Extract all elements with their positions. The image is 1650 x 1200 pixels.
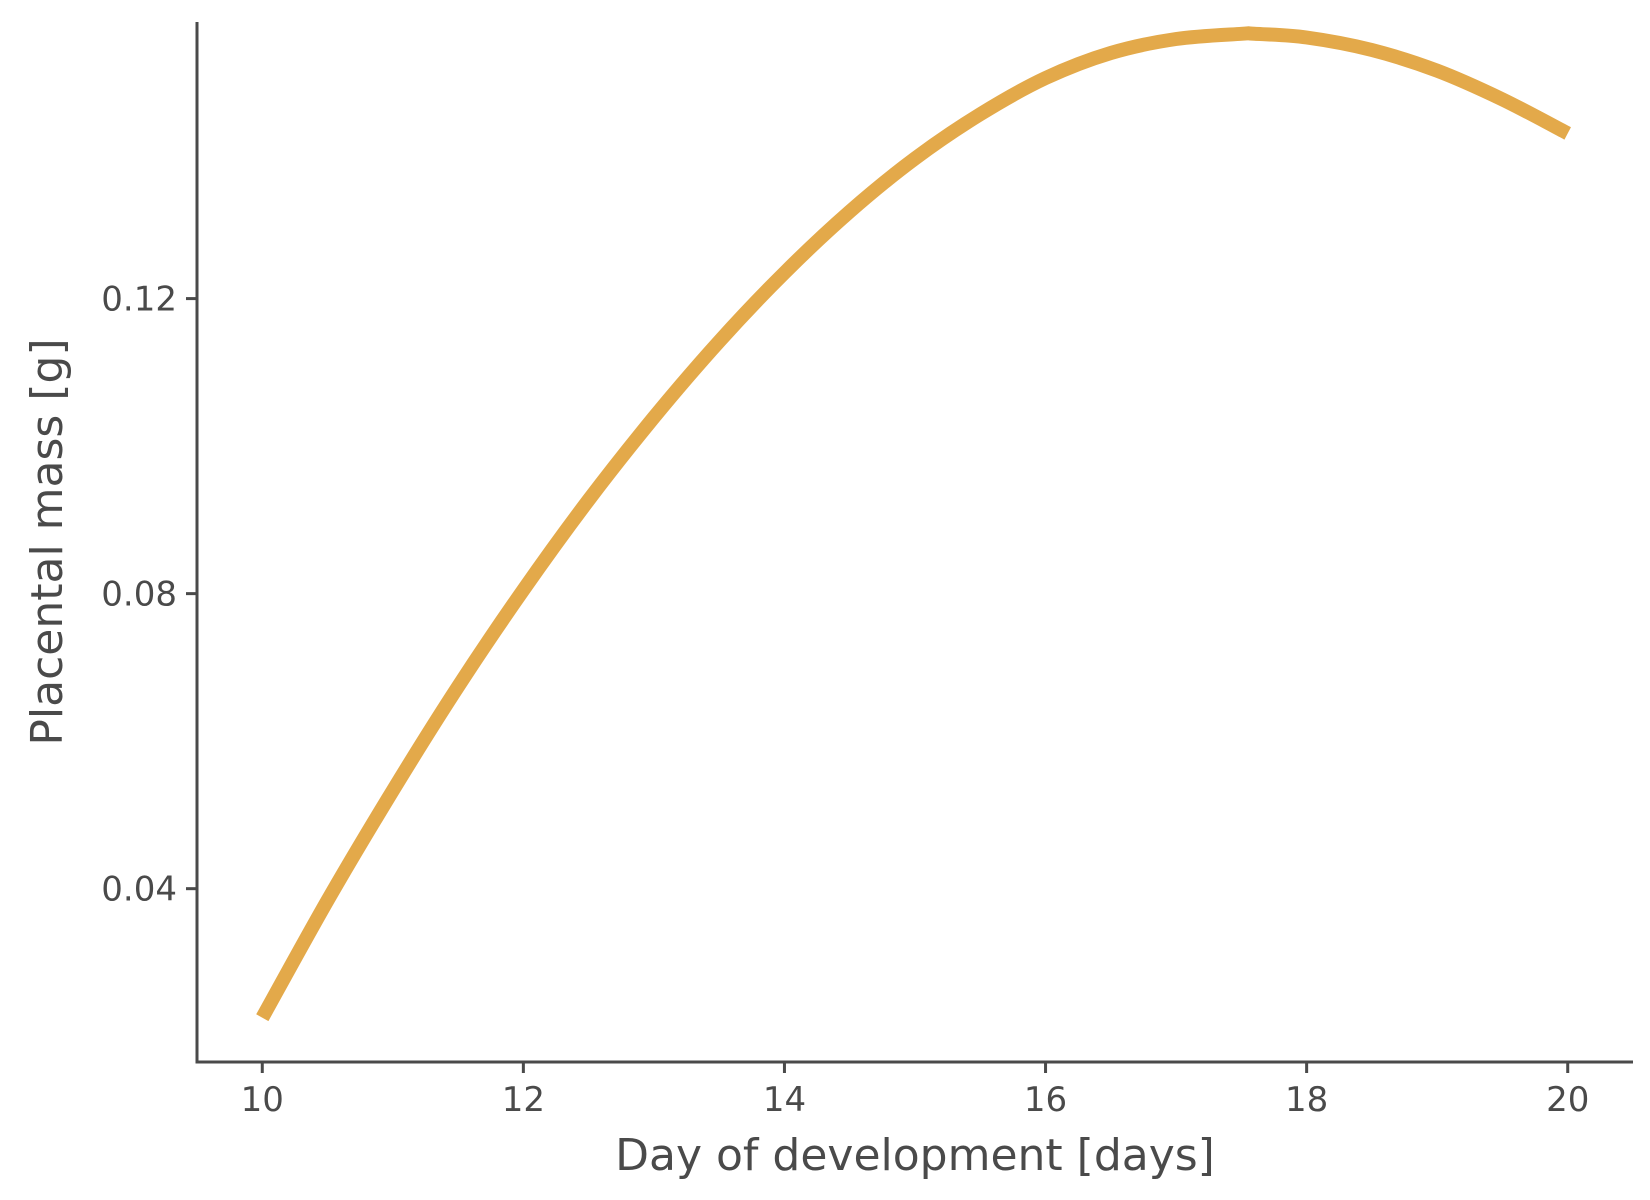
y-tick-label: 0.04: [101, 870, 177, 910]
x-tick-label: 14: [763, 1080, 806, 1120]
axes: [195, 22, 1633, 1064]
x-tick-label: 12: [502, 1080, 545, 1120]
x-tick-label: 10: [241, 1080, 284, 1120]
plot-area: [256, 26, 1571, 1022]
ticks: 10 12 14 16 18 20 0.04 0.08 0.12: [101, 280, 1589, 1120]
y-tick-label: 0.08: [101, 575, 177, 615]
y-axis-title: Placental mass [g]: [22, 338, 73, 745]
x-tick-label: 18: [1285, 1080, 1328, 1120]
x-tick-label: 16: [1024, 1080, 1067, 1120]
y-tick-label: 0.12: [101, 280, 177, 320]
x-tick-label: 20: [1546, 1080, 1589, 1120]
x-axis-title: Day of development [days]: [615, 1130, 1215, 1181]
series-line: [256, 26, 1571, 1022]
